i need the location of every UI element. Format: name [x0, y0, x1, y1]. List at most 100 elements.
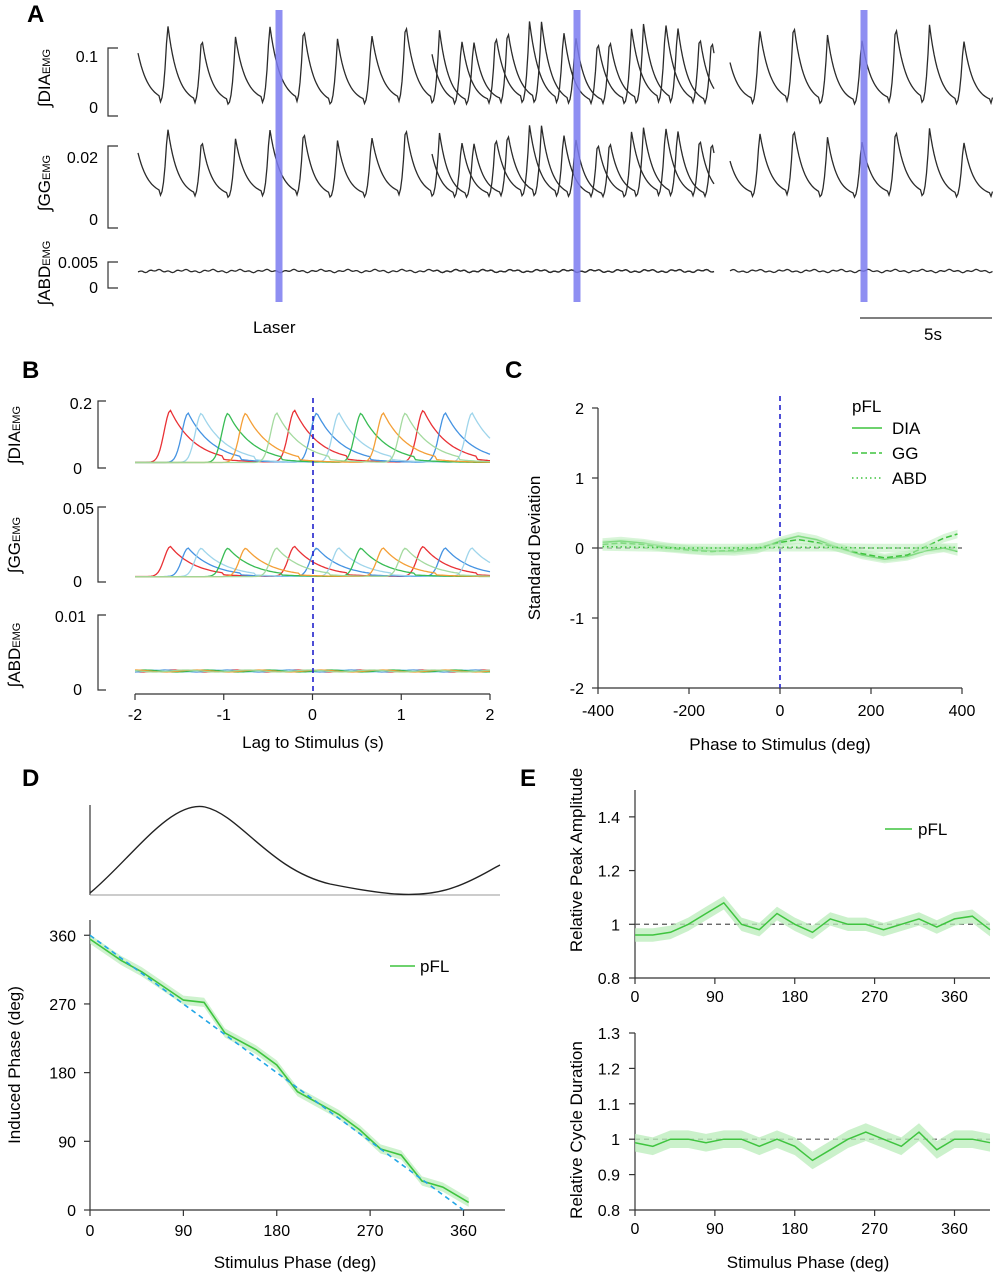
a-trace-row3-seg2	[431, 268, 715, 274]
a-tick-gg-top: 0.02	[67, 150, 98, 167]
c-x-axis-label: Phase to Stimulus (deg)	[689, 735, 870, 754]
b-bracket-abd	[97, 614, 106, 691]
a-scalebar-label: 5s	[924, 325, 942, 344]
e-top-xtick-label-3: 270	[861, 989, 888, 1006]
panel-label-d: D	[22, 765, 39, 792]
e-bottom-ytick-label-1: 1.2	[598, 1061, 620, 1078]
a-tick-dia-bottom: 0	[89, 100, 98, 117]
e-bottom-xtick-label-2: 180	[781, 1221, 808, 1238]
e-bottom-band-pfl	[635, 1123, 990, 1170]
b-trace-row1-series6	[135, 411, 491, 464]
e-bottom-line-pfl	[634, 1131, 991, 1162]
b-bracket-dia	[97, 400, 106, 469]
b-tick-dia-top: 0.2	[70, 396, 92, 413]
c-ytick-label-4: -2	[570, 681, 584, 698]
panel-label-e: E	[520, 765, 536, 792]
c-legend-title: pFL	[852, 397, 881, 416]
a-tick-abd-top: 0.005	[58, 255, 98, 272]
c-legend-label-dia: DIA	[892, 419, 921, 438]
a-tick-abd-bottom: 0	[89, 280, 98, 297]
c-y-axis-label: Standard Deviation	[525, 476, 544, 621]
c-ytick-label-1: 1	[575, 471, 584, 488]
c-xtick-label-2: 0	[776, 703, 785, 720]
d-xtick-label-3: 270	[357, 1223, 384, 1240]
c-ytick-label-3: -1	[570, 611, 584, 628]
e-top-ytick-label-3: 0.8	[598, 971, 620, 988]
panel-a: ∫DIAEMG ∫GGEMG ∫ABDEMG 0.1 0 0.02 0 0.00…	[35, 10, 994, 344]
a-tick-gg-bottom: 0	[89, 212, 98, 229]
e-bottom-ytick-label-4: 0.9	[598, 1168, 620, 1185]
e-top-y-axis-label: Relative Peak Amplitude	[567, 768, 586, 952]
d-xtick-label-2: 180	[263, 1223, 290, 1240]
e-bottom-ytick-label-2: 1.1	[598, 1097, 620, 1114]
d-ytick-label-4: 0	[67, 1203, 76, 1220]
panel-d: 0 90 180 270 360 360 270 180 90 0 Induced Phase (…	[5, 805, 505, 1272]
c-legend-label-abd: ABD	[892, 469, 927, 488]
e-top-band-pfl	[635, 896, 990, 942]
c-xtick-label-0: -400	[582, 703, 614, 720]
d-xtick-label-0: 0	[86, 1223, 95, 1240]
a-row-label-gg: ∫GGEMG	[35, 155, 54, 212]
d-inset-cycle	[89, 805, 501, 896]
d-y-axis-label: Induced Phase (deg)	[5, 986, 24, 1144]
a-trace-row2-seg1	[137, 125, 715, 199]
d-xtick-label-1: 90	[174, 1223, 192, 1240]
a-row-label-abd: ∫ABDEMG	[35, 241, 54, 307]
e-bottom-ytick-label-3: 1	[611, 1132, 620, 1149]
panel-label-c: C	[505, 357, 522, 384]
c-legend: pFL DIA GG ABD	[852, 397, 927, 488]
d-line-pfl	[89, 938, 470, 1204]
e-bottom-y-axis-label: Relative Cycle Duration	[567, 1041, 586, 1219]
b-tick-gg-top: 0.05	[63, 501, 94, 518]
b-bracket-gg	[97, 506, 106, 583]
b-x-axis-label: Lag to Stimulus (s)	[242, 733, 384, 752]
a-trace-row1-seg2	[431, 21, 715, 106]
e-top-xtick-label-2: 180	[781, 989, 808, 1006]
b-xtick-label-1: -1	[217, 707, 231, 724]
panel-c: -400 -200 0 200 400 2 1 0 -1 -2 Standard Deviatio…	[525, 396, 975, 754]
b-tick-abd-top: 0.01	[55, 609, 86, 626]
b-xtick-label-4: 2	[486, 707, 495, 724]
panel-label-a: A	[27, 1, 44, 28]
e-bottom-xtick-label-1: 90	[706, 1221, 724, 1238]
a-bracket-abd	[107, 261, 118, 289]
c-ytick-label-2: 0	[575, 541, 584, 558]
b-xtick-label-0: -2	[128, 707, 142, 724]
e-bottom-xtick-label-4: 360	[941, 1221, 968, 1238]
b-xtick-label-3: 1	[397, 707, 406, 724]
b-trace-row1-series2	[135, 411, 491, 464]
panel-e: 0 90 180 270 360 1.4 1.2 1 0.8 0 90 180 270 360 1.3 1.2…	[567, 768, 991, 1272]
a-laser-label: Laser	[253, 318, 296, 337]
b-xtick-label-2: 0	[308, 707, 317, 724]
c-band-abd	[602, 542, 958, 553]
e-top-xtick-label-4: 360	[941, 989, 968, 1006]
panel-label-b: B	[22, 357, 39, 384]
panel-b: ∫DIAEMG ∫GGEMG ∫ABDEMG 0.2 0 0.05 0 0.01…	[5, 396, 495, 752]
b-tick-dia-bottom: 0	[73, 461, 82, 478]
e-bottom-ytick-label-5: 0.8	[598, 1203, 620, 1220]
e-x-axis-label: Stimulus Phase (deg)	[727, 1253, 890, 1272]
e-bottom-xtick-label-0: 0	[631, 1221, 640, 1238]
a-laser-bar-3	[860, 10, 868, 302]
b-tick-abd-bottom: 0	[73, 682, 82, 699]
e-top-xtick-label-1: 90	[706, 989, 724, 1006]
a-trace-row2-seg2	[431, 125, 715, 199]
e-top-xtick-label-0: 0	[631, 989, 640, 1006]
d-x-axis-label: Stimulus Phase (deg)	[214, 1253, 377, 1272]
b-row-label-abd: ∫ABDEMG	[5, 623, 24, 689]
e-bottom-xtick-label-3: 270	[861, 1221, 888, 1238]
d-ytick-label-3: 90	[58, 1134, 76, 1151]
a-row-label-dia: ∫DIAEMG	[35, 49, 54, 108]
c-xtick-label-1: -200	[673, 703, 705, 720]
e-top-ytick-label-0: 1.4	[598, 810, 620, 827]
e-legend-label: pFL	[918, 820, 947, 839]
c-line-gg	[602, 533, 958, 559]
c-xtick-label-3: 200	[858, 703, 885, 720]
a-trace-row1-seg1	[137, 21, 715, 106]
d-ytick-label-0: 360	[49, 928, 76, 945]
c-legend-label-gg: GG	[892, 444, 918, 463]
d-band-pfl	[90, 934, 469, 1207]
b-tick-gg-bottom: 0	[73, 574, 82, 591]
b-row-label-gg: ∫GGEMG	[5, 517, 24, 574]
